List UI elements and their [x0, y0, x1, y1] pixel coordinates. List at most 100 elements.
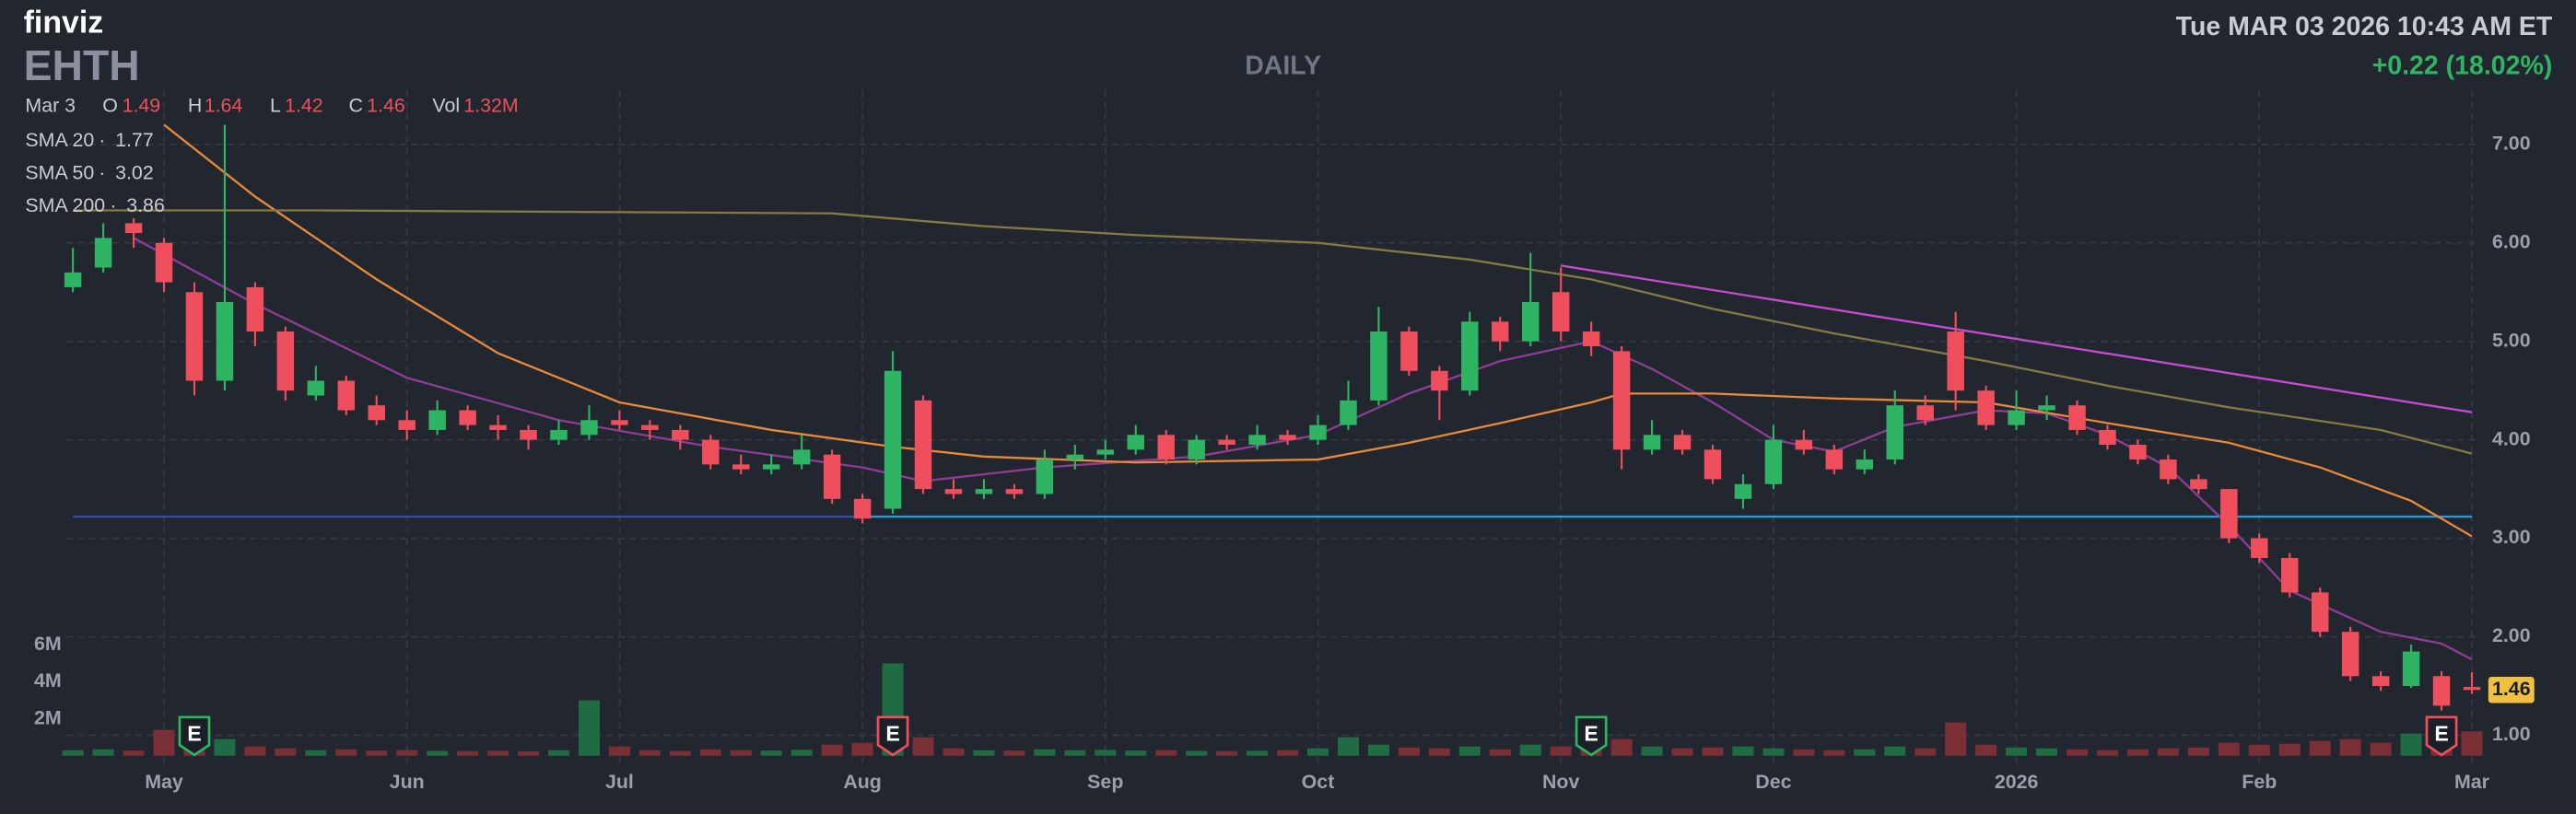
- candle-body: [2068, 405, 2086, 430]
- candle-body: [2008, 410, 2025, 425]
- volume-tick-label: 6M: [34, 633, 62, 655]
- volume-bar: [2218, 742, 2240, 756]
- volume-bar: [427, 750, 449, 756]
- earnings-label: E: [187, 722, 201, 746]
- legend-close: 1.46: [367, 94, 405, 116]
- volume-bar: [547, 750, 570, 756]
- earnings-label: E: [885, 722, 899, 746]
- volume-bar: [457, 750, 479, 756]
- volume-bar: [2006, 747, 2028, 756]
- candle-body: [2311, 592, 2329, 633]
- earnings-badge: [876, 715, 909, 757]
- volume-bar: [1095, 750, 1117, 756]
- candle-body: [1096, 449, 1115, 455]
- volume-bar: [1489, 749, 1511, 756]
- volume-bar: [912, 737, 934, 756]
- volume-bar: [1367, 744, 1389, 756]
- candle-body: [1005, 489, 1024, 494]
- volume-bar: [1914, 748, 1937, 756]
- legend-volume-label: Vol: [432, 94, 460, 116]
- candle-body: [641, 424, 659, 430]
- volume-bar: [2157, 748, 2179, 756]
- trendline: [1561, 264, 2473, 413]
- earnings-badge: [2425, 715, 2458, 757]
- volume-bar: [669, 750, 691, 756]
- sma-line: [73, 209, 2473, 455]
- volume-bar: [1823, 750, 1845, 756]
- candle-body: [1248, 435, 1266, 445]
- candle-body: [368, 405, 385, 421]
- candle-body: [823, 454, 841, 499]
- volume-bar: [699, 749, 721, 756]
- x-tick-label: Nov: [1542, 771, 1579, 793]
- volume-bar: [638, 750, 661, 756]
- volume-bar: [396, 750, 418, 756]
- candle-body: [246, 286, 264, 332]
- sma-legend-value: 1.77: [115, 129, 154, 151]
- volume-bar: [2036, 748, 2058, 756]
- candle-body: [853, 498, 872, 519]
- volume-bar: [366, 750, 388, 756]
- candle-body: [2251, 538, 2268, 558]
- candle-body: [1764, 439, 1783, 484]
- candle-body: [489, 424, 507, 430]
- volume-bar: [730, 750, 752, 756]
- candle-body: [1856, 459, 1874, 470]
- volume-tick-label: 2M: [34, 706, 62, 728]
- candle-body: [1309, 424, 1327, 440]
- candle-body: [155, 242, 173, 283]
- earnings-badge: [1575, 715, 1608, 757]
- y-tick-label: 6.00: [2492, 230, 2531, 252]
- candle-body: [762, 464, 780, 470]
- y-tick-label: 1.00: [2492, 723, 2531, 745]
- y-tick-label: 7.00: [2492, 132, 2531, 154]
- legend-low-label: L: [270, 94, 281, 116]
- volume-bar: [1762, 748, 1785, 756]
- overlays: [73, 123, 2473, 661]
- volume-bar: [1793, 749, 1815, 756]
- candle-body: [1612, 351, 1631, 450]
- volume-bar: [1306, 748, 1329, 756]
- candle-body: [459, 410, 476, 425]
- candle-body: [398, 420, 416, 430]
- candle-body: [672, 429, 689, 440]
- candle-body: [1279, 435, 1296, 440]
- candle-body: [1886, 405, 1903, 460]
- volume-bar: [1216, 750, 1238, 756]
- x-tick-label: Jun: [390, 771, 425, 793]
- candle-body: [2129, 444, 2147, 460]
- volume-bar: [214, 738, 236, 756]
- volume-bar: [1186, 750, 1208, 756]
- x-tick-label: Jul: [605, 771, 634, 793]
- candle-body: [975, 489, 993, 494]
- sma-legend-name: SMA 50: [25, 162, 94, 184]
- volume-bar: [1337, 737, 1360, 756]
- volume-bar: [335, 749, 357, 756]
- candle-body: [914, 400, 932, 490]
- volume-bar: [2339, 738, 2361, 756]
- legend-high: 1.64: [205, 94, 243, 116]
- volume-bar: [1641, 746, 1663, 756]
- candle-body: [1704, 449, 1722, 480]
- volume-bar: [62, 750, 84, 756]
- price-tag-bg: [2488, 677, 2535, 704]
- sma-line: [133, 237, 2473, 661]
- candle-body: [944, 489, 963, 494]
- candle-body: [1400, 331, 1418, 371]
- candle-body: [1977, 390, 1995, 425]
- volume-bar: [244, 746, 266, 756]
- volume-bar: [2461, 731, 2483, 756]
- candle-body: [1916, 405, 1934, 421]
- volume-bar: [1854, 749, 1876, 756]
- candle-body: [1551, 292, 1570, 332]
- earnings-label: E: [2434, 722, 2448, 746]
- volume-bar: [578, 700, 600, 756]
- x-tick-label: Mar: [2454, 771, 2489, 793]
- candle-body: [337, 380, 356, 411]
- volume-bar: [1702, 747, 1724, 756]
- candle-body: [2190, 479, 2207, 490]
- legend-close-label: C: [349, 94, 363, 116]
